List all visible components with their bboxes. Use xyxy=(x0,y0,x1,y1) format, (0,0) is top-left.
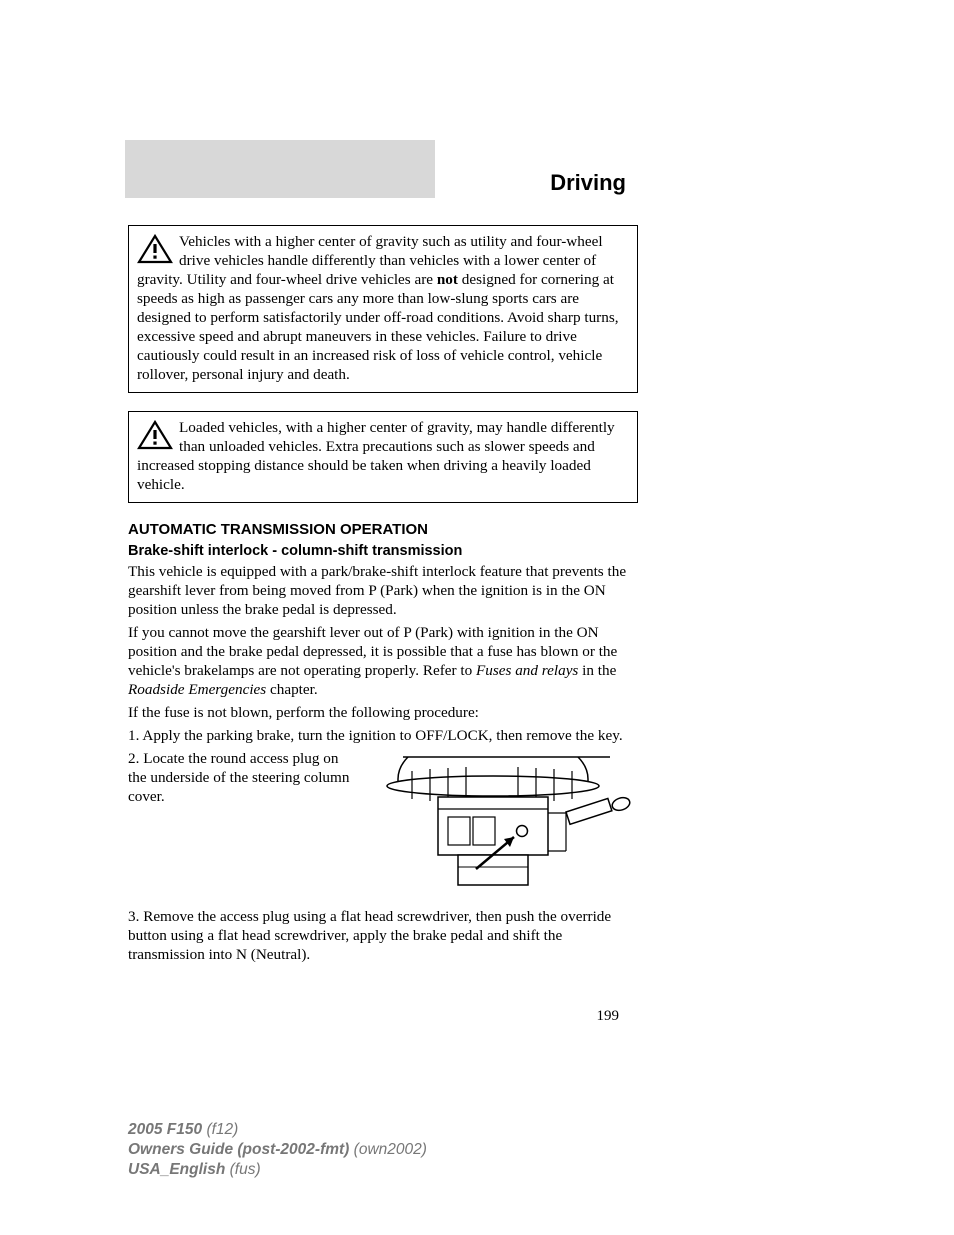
paragraph-fuse-ref: If you cannot move the gearshift lever o… xyxy=(128,623,638,699)
footer-1-plain: (f12) xyxy=(206,1121,238,1138)
section-heading-1: AUTOMATIC TRANSMISSION OPERATION xyxy=(128,521,638,540)
warning-icon xyxy=(137,420,173,450)
footer-line-3: USA_English (fus) xyxy=(128,1160,427,1180)
step-2: 2. Locate the round access plug on the u… xyxy=(128,749,354,806)
footer-2-bold: Owners Guide (post-2002-fmt) xyxy=(128,1141,354,1158)
warning-2-text: Loaded vehicles, with a higher center of… xyxy=(137,419,615,493)
footer-block: 2005 F150 (f12) Owners Guide (post-2002-… xyxy=(128,1120,427,1180)
step-3: 3. Remove the access plug using a flat h… xyxy=(128,907,638,964)
footer-3-plain: (fus) xyxy=(230,1161,261,1178)
footer-1-bold: 2005 F150 xyxy=(128,1121,206,1138)
step-1: 1. Apply the parking brake, turn the ign… xyxy=(128,726,638,745)
p2-ref1: Fuses and relays xyxy=(476,662,578,679)
footer-3-bold: USA_English xyxy=(128,1161,230,1178)
paragraph-procedure-intro: If the fuse is not blown, perform the fo… xyxy=(128,703,638,722)
footer-line-2: Owners Guide (post-2002-fmt) (own2002) xyxy=(128,1140,427,1160)
p2-ref2: Roadside Emergencies xyxy=(128,681,266,698)
footer-line-1: 2005 F150 (f12) xyxy=(128,1120,427,1140)
page-header: Driving xyxy=(550,170,626,196)
paragraph-interlock-intro: This vehicle is equipped with a park/bra… xyxy=(128,562,638,619)
warning-box-2: Loaded vehicles, with a higher center of… xyxy=(128,411,638,503)
page-number: 199 xyxy=(597,1008,620,1025)
p2-mid: in the xyxy=(578,662,616,679)
p2-post: chapter. xyxy=(266,681,317,698)
steering-column-figure xyxy=(378,749,638,899)
page-content: Vehicles with a higher center of gravity… xyxy=(128,225,638,968)
footer-2-plain: (own2002) xyxy=(354,1141,427,1158)
warning-1-bold: not xyxy=(437,271,458,288)
step-2-row: 2. Locate the round access plug on the u… xyxy=(128,749,638,899)
warning-box-1: Vehicles with a higher center of gravity… xyxy=(128,225,638,393)
warning-icon xyxy=(137,234,173,264)
section-heading-2: Brake-shift interlock - column-shift tra… xyxy=(128,542,638,560)
header-gray-bar xyxy=(125,140,435,198)
